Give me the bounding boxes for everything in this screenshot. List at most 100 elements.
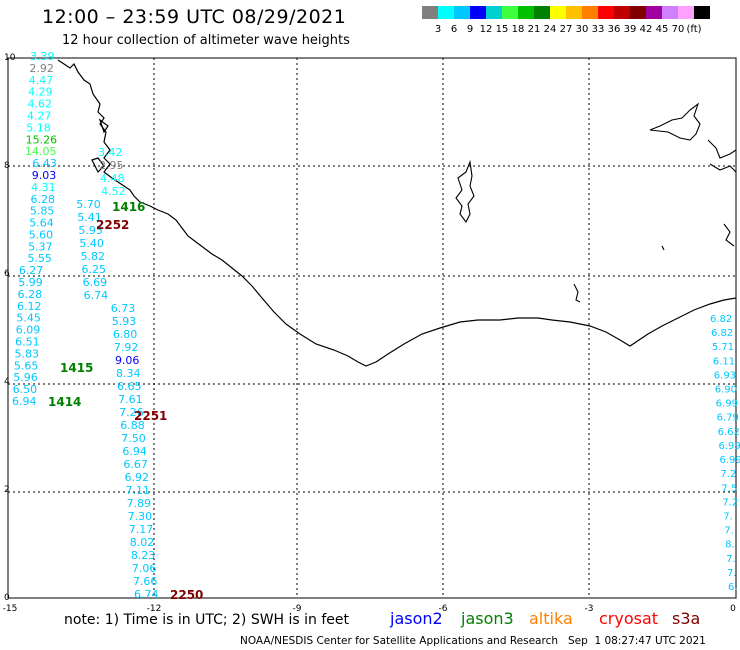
- wave-height-label: 6.25: [82, 263, 107, 276]
- wave-height-label: 6.93: [714, 370, 736, 381]
- color-scale-label: 36: [608, 24, 621, 35]
- wave-height-label: 8.23: [131, 549, 156, 562]
- wave-height-label: 9.06: [115, 354, 140, 367]
- wave-height-label: 5.95: [78, 224, 103, 237]
- color-swatch: [454, 6, 470, 19]
- wave-height-label: 7.: [724, 526, 734, 537]
- legend-jason2: jason2: [390, 609, 443, 628]
- pass-time-labels: 1416 2252 1415 1414 2251 2250: [48, 200, 203, 602]
- wave-height-label: 6.51: [15, 336, 40, 349]
- wave-height-label: 15.26: [26, 133, 58, 146]
- color-swatch: [630, 6, 646, 19]
- wave-height-label: 6.43: [32, 157, 57, 170]
- color-swatch: [694, 6, 710, 19]
- wave-height-label: 7.: [723, 511, 733, 522]
- wave-height-label: 6.67: [123, 458, 148, 471]
- color-scale-label: 12: [480, 24, 493, 35]
- wave-height-label: 7.61: [118, 393, 143, 406]
- color-swatch: [534, 6, 550, 19]
- legend-altika: altika: [529, 609, 573, 628]
- wave-height-label: 6.92: [124, 471, 148, 484]
- color-scale-label: 42: [640, 24, 653, 35]
- wave-height-label: 7.: [727, 568, 737, 579]
- y-tick-label: 2: [4, 485, 10, 495]
- y-tick-label: 6: [4, 269, 10, 279]
- wave-height-label: 6.12: [17, 300, 41, 313]
- y-tick-label: 10: [4, 53, 16, 63]
- x-tick-label: -9: [293, 604, 302, 614]
- x-tick-label: -15: [3, 604, 18, 614]
- wave-height-label: 7.11: [126, 484, 151, 497]
- wave-height-label: 6.09: [16, 324, 40, 337]
- color-swatch: [502, 6, 518, 19]
- track-c-labels: 6.82 6.82 5.71 6.11 6.93 6.90 6.99 6.79 6.62 6.99…: [710, 314, 740, 593]
- wave-height-label: 6.82: [710, 314, 732, 325]
- wave-height-label: 6.99: [716, 399, 738, 410]
- wave-height-label: 5.65: [14, 359, 39, 372]
- color-scale-label: 33: [592, 24, 605, 35]
- wave-height-label: 7.2: [722, 497, 738, 508]
- pass-time-label: 1415: [60, 361, 93, 375]
- wave-height-label: 6.69: [83, 276, 108, 289]
- color-swatch: [438, 6, 454, 19]
- x-tick-label: -3: [585, 604, 594, 614]
- wave-height-label: 6.27: [19, 264, 44, 277]
- map-title: 12:00 – 23:59 UTC 08/29/2021: [42, 6, 347, 28]
- y-axis-ticks: 0 2 4 6 8 10: [4, 53, 16, 603]
- wave-height-label: 5.82: [80, 250, 105, 263]
- coastline: [57, 59, 737, 367]
- wave-height-label: 5.83: [14, 347, 39, 360]
- color-scale-label: 15: [496, 24, 509, 35]
- wave-height-label: 6.50: [13, 383, 38, 396]
- color-swatch: [614, 6, 630, 19]
- wave-height-label: 7.06: [132, 562, 157, 575]
- wave-height-label: 7.66: [133, 575, 158, 588]
- lakes: [455, 102, 737, 303]
- wave-height-label: 5.40: [79, 237, 104, 250]
- wave-height-label: 7.5: [721, 483, 737, 494]
- pass-time-label: 2250: [170, 588, 203, 602]
- legend-s3a: s3a: [672, 609, 701, 628]
- wave-height-label: 6.99: [719, 455, 740, 466]
- wave-height-label: 5.45: [16, 312, 40, 325]
- color-scale-label: 21: [528, 24, 541, 35]
- wave-height-label: 6.: [728, 582, 738, 593]
- wave-height-label: 7.26: [119, 406, 144, 419]
- wave-height-label: 4.47: [29, 74, 54, 87]
- wave-height-label: 5.85: [30, 205, 55, 218]
- color-swatch: [550, 6, 566, 19]
- wave-height-label: 7.50: [121, 432, 146, 445]
- wave-height-label: 5.18: [26, 121, 51, 134]
- wave-height-label: 7.: [726, 554, 736, 565]
- wave-height-label: 6.74: [134, 588, 159, 601]
- map-subtitle: 12 hour collection of altimeter wave hei…: [62, 33, 350, 48]
- color-scale-legend: 3 6 9 12 15 18 21 24 27 30 33 36 39 42 45 70 (ft): [422, 6, 710, 35]
- color-swatch: [566, 6, 582, 19]
- wave-height-label: 4.31: [31, 181, 56, 194]
- wave-height-label: 9.03: [32, 169, 57, 182]
- color-swatch: [662, 6, 678, 19]
- x-tick-label: 0: [730, 604, 736, 614]
- wave-height-label: 8.: [725, 540, 735, 551]
- wave-height-label: 4.27: [27, 109, 52, 122]
- track-b-labels: 3.422.954.484.525.705.415.955.405.826.25…: [76, 146, 158, 601]
- wave-height-label: 6.82: [711, 328, 733, 339]
- wave-height-label: 8.34: [116, 367, 141, 380]
- color-swatch: [470, 6, 486, 19]
- x-tick-label: -6: [439, 604, 448, 614]
- wave-height-label: 6.11: [713, 356, 735, 367]
- x-axis-ticks: -15 -12 -9 -6 -3 0: [3, 604, 736, 614]
- wave-height-label: 5.64: [29, 217, 54, 230]
- color-scale-label: 24: [544, 24, 557, 35]
- wave-height-label: 2.92: [29, 62, 54, 75]
- wave-height-label: 5.93: [112, 315, 137, 328]
- wave-height-label: 7.2: [720, 469, 736, 480]
- wave-height-label: 4.29: [28, 86, 53, 99]
- wave-height-label: 6.74: [84, 289, 109, 302]
- wave-height-label: 6.65: [117, 380, 142, 393]
- y-tick-label: 8: [4, 161, 10, 171]
- wave-height-label: 3.39: [30, 50, 55, 63]
- wave-height-label: 5.60: [29, 228, 54, 241]
- pass-time-label: 1414: [48, 395, 81, 409]
